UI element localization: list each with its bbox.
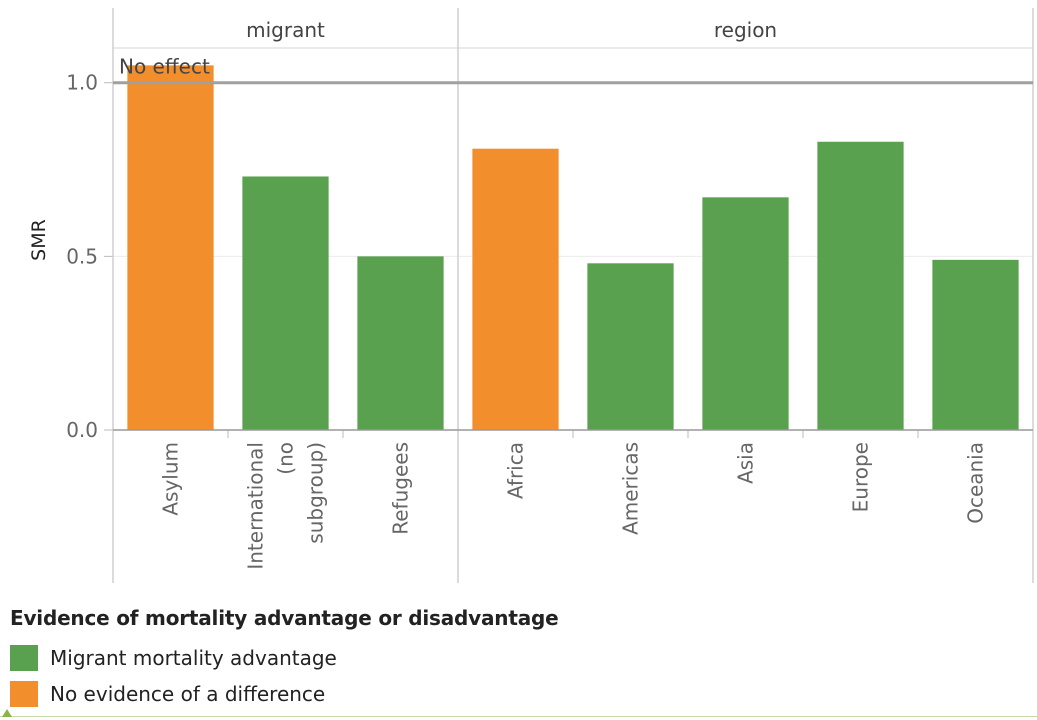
legend-item-advantage[interactable]: Migrant mortality advantage (10, 640, 558, 676)
y-tick-label: 0.5 (66, 244, 98, 268)
bar-refugees (357, 256, 444, 430)
panel-header-region: region (714, 18, 777, 42)
legend-item-no-difference[interactable]: No evidence of a difference (10, 676, 558, 712)
x-tick-label: International (244, 442, 268, 570)
legend-swatch-advantage (10, 645, 38, 671)
x-tick-label: Asylum (159, 442, 183, 516)
legend-title: Evidence of mortality advantage or disad… (10, 606, 559, 630)
bar-europe (817, 141, 904, 430)
x-tick-label: (no (274, 442, 298, 475)
bar-international-no-subgroup- (242, 176, 329, 430)
legend: Evidence of mortality advantage or disad… (10, 606, 559, 712)
y-axis-title: SMR (28, 219, 50, 261)
x-tick-label: Asia (734, 442, 758, 484)
bottom-divider (0, 716, 1037, 717)
bar-asia (702, 197, 789, 430)
panel-header-migrant: migrant (246, 18, 325, 42)
bar-africa (472, 148, 559, 430)
smr-bar-chart: 0.0 0.5 1.0 SMR migrant Asylum International (n… (28, 8, 1034, 583)
bar-asylum (127, 65, 214, 430)
x-tick-label: Refugees (389, 442, 413, 535)
x-tick-label: Africa (504, 442, 528, 499)
legend-label-no-difference: No evidence of a difference (50, 682, 326, 706)
reference-line-label: No effect (119, 55, 210, 79)
x-tick-label: Europe (849, 442, 873, 512)
legend-swatch-no-difference (10, 681, 38, 707)
corner-triangle-icon (2, 709, 12, 717)
x-tick-label: subgroup) (304, 442, 328, 544)
x-tick-label: Oceania (964, 442, 988, 524)
bar-oceania (932, 259, 1019, 430)
legend-label-advantage: Migrant mortality advantage (50, 646, 337, 670)
y-tick-label: 1.0 (66, 71, 98, 95)
bar-americas (587, 263, 674, 430)
x-tick-label: Americas (619, 442, 643, 535)
y-tick-label: 0.0 (66, 418, 98, 442)
